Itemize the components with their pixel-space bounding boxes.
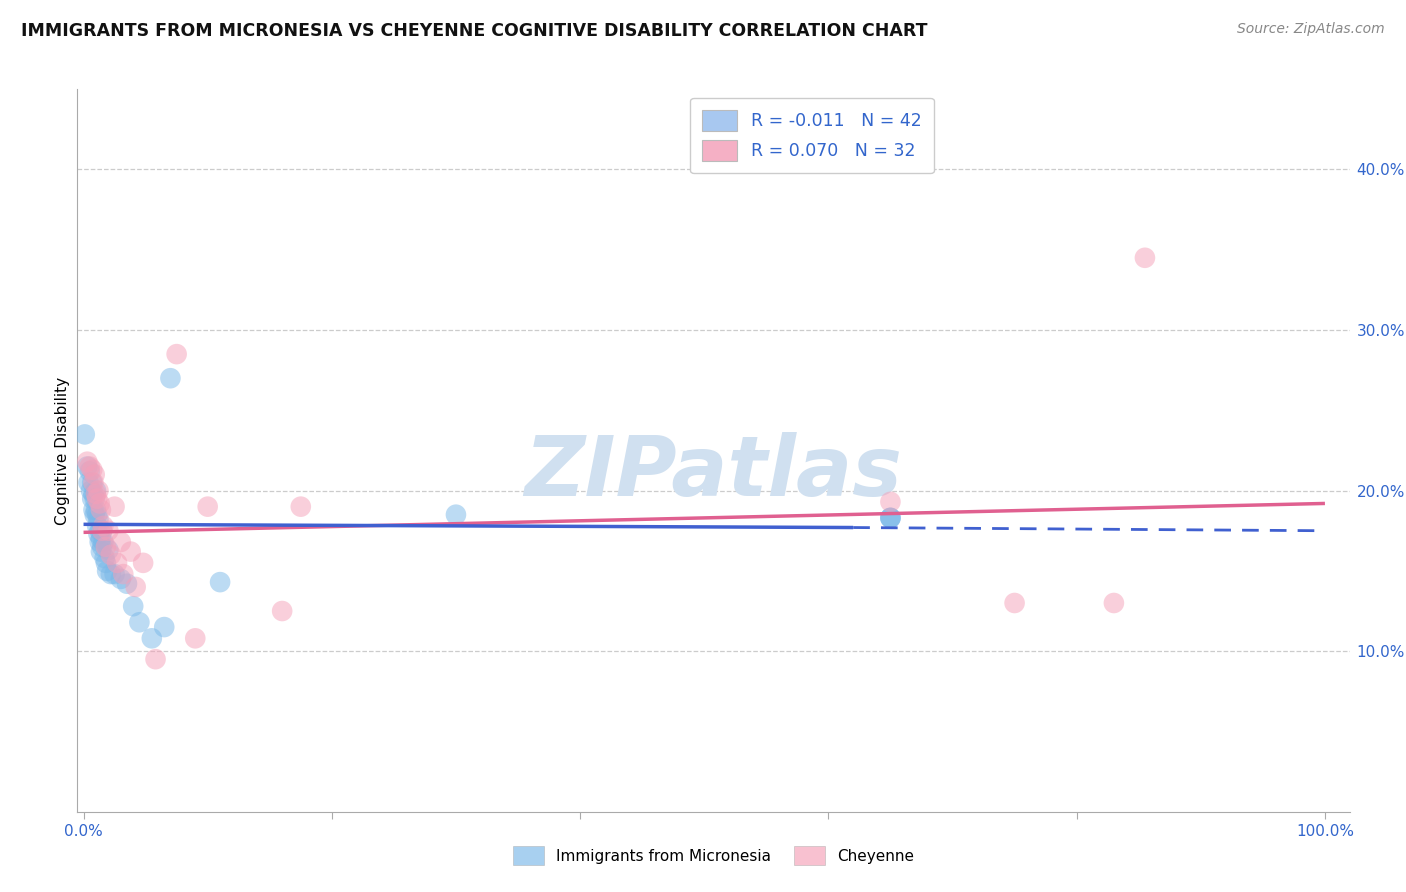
Point	[103, 500, 125, 514]
Point	[89, 535, 111, 549]
Point	[209, 575, 232, 590]
Point	[97, 543, 120, 558]
Point	[444, 508, 467, 522]
Point	[100, 548, 122, 562]
Point	[132, 556, 155, 570]
Point	[82, 487, 104, 501]
Point	[76, 459, 98, 474]
Point	[82, 475, 104, 490]
Point	[1133, 251, 1156, 265]
Point	[197, 500, 219, 514]
Point	[184, 632, 207, 646]
Point	[120, 544, 142, 558]
Point	[73, 427, 96, 442]
Point	[76, 455, 98, 469]
Point	[89, 524, 111, 538]
Point	[79, 459, 101, 474]
Point	[271, 604, 294, 618]
Point	[86, 519, 108, 533]
Text: ZIPatlas: ZIPatlas	[524, 432, 903, 513]
Point	[115, 576, 138, 591]
Point	[91, 540, 114, 554]
Point	[90, 544, 112, 558]
Point	[93, 519, 115, 533]
Point	[80, 483, 103, 498]
Point	[83, 467, 105, 482]
Point	[128, 615, 150, 630]
Point	[82, 503, 104, 517]
Point	[79, 464, 101, 478]
Point	[89, 496, 111, 510]
Point	[97, 524, 120, 538]
Text: IMMIGRANTS FROM MICRONESIA VS CHEYENNE COGNITIVE DISABILITY CORRELATION CHART: IMMIGRANTS FROM MICRONESIA VS CHEYENNE C…	[21, 22, 928, 40]
Point	[91, 524, 114, 538]
Point	[110, 572, 132, 586]
Point	[82, 491, 104, 506]
Point	[93, 551, 115, 566]
Point	[124, 580, 146, 594]
Point	[159, 371, 181, 385]
Point	[879, 511, 901, 525]
Point	[93, 535, 115, 549]
Point	[96, 564, 118, 578]
Point	[166, 347, 188, 361]
Point	[86, 491, 108, 506]
Point	[153, 620, 176, 634]
Point	[90, 532, 112, 546]
Point	[879, 511, 901, 525]
Point	[141, 632, 163, 646]
Point	[87, 483, 110, 498]
Point	[94, 540, 117, 554]
Point	[84, 487, 107, 501]
Point	[110, 535, 132, 549]
Point	[145, 652, 167, 666]
Point	[83, 491, 105, 506]
Point	[86, 508, 108, 522]
Point	[112, 567, 135, 582]
Point	[82, 475, 104, 490]
Point	[122, 599, 145, 614]
Point	[103, 567, 125, 582]
Point	[879, 495, 901, 509]
Point	[1004, 596, 1026, 610]
Point	[77, 475, 100, 490]
Point	[83, 508, 105, 522]
Legend: Immigrants from Micronesia, Cheyenne: Immigrants from Micronesia, Cheyenne	[506, 838, 921, 872]
Point	[87, 527, 110, 541]
Point	[105, 556, 128, 570]
Point	[100, 567, 122, 582]
Point	[84, 503, 107, 517]
Point	[94, 556, 117, 570]
Point	[91, 524, 114, 538]
Point	[90, 503, 112, 517]
Point	[87, 512, 110, 526]
Y-axis label: Cognitive Disability: Cognitive Disability	[55, 376, 70, 524]
Point	[879, 511, 901, 525]
Point	[82, 463, 104, 477]
Text: Source: ZipAtlas.com: Source: ZipAtlas.com	[1237, 22, 1385, 37]
Point	[84, 483, 107, 498]
Point	[1102, 596, 1125, 610]
Point	[290, 500, 312, 514]
